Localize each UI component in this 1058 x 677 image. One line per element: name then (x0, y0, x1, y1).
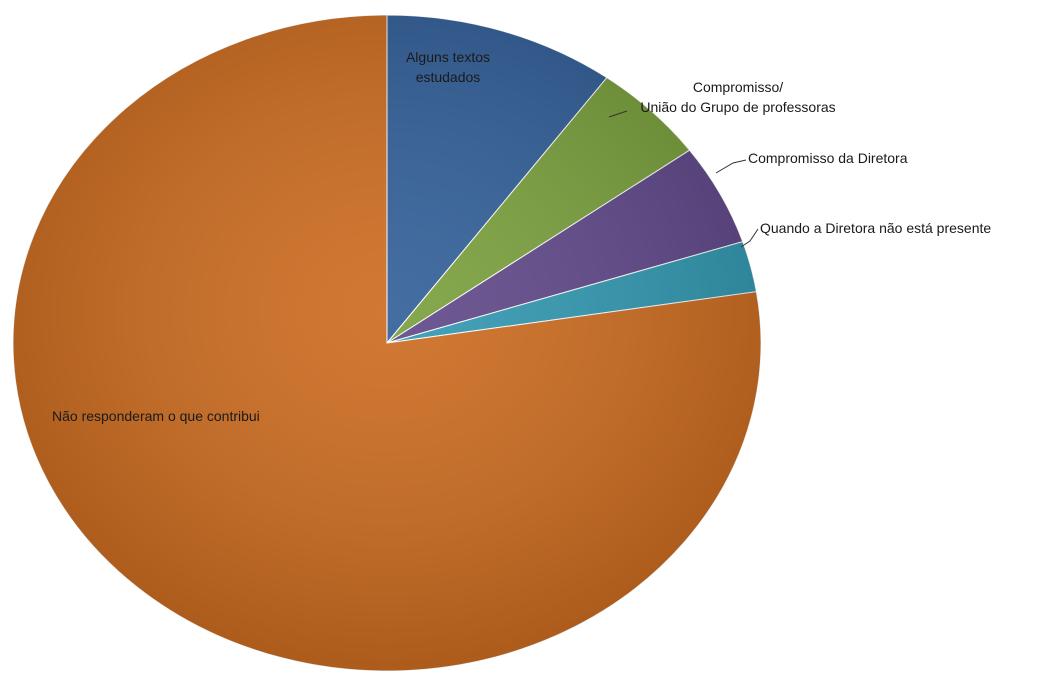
slice-label-line: Não responderam o que contribui (52, 408, 260, 424)
slice-label-line: Compromisso da Diretora (748, 150, 908, 166)
slice-label-5: Não responderam o que contribui (52, 408, 260, 424)
leader-line-3 (715, 159, 747, 174)
slice-label-line: Compromisso/ (693, 79, 783, 95)
leader-line-4 (740, 228, 759, 248)
slice-label-line: estudados (416, 69, 481, 85)
slice-label-line: União do Grupo de professoras (640, 99, 835, 115)
slice-label-1: Alguns textos estudados (406, 49, 490, 85)
slice-label-4: Quando a Diretora não está presente (760, 220, 991, 236)
slice-label-line: Alguns textos (406, 49, 490, 65)
slice-label-2: Compromisso/União do Grupo de professora… (640, 79, 835, 115)
leader-line-2 (608, 110, 628, 118)
slice-label-line: Quando a Diretora não está presente (760, 220, 991, 236)
slice-label-3: Compromisso da Diretora (748, 150, 908, 166)
